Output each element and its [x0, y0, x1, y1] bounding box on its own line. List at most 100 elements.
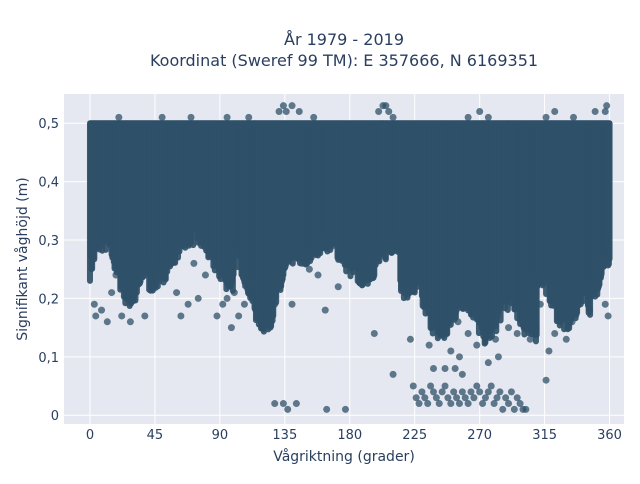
- y-axis-label: Signifikant våghöjd (m): [14, 177, 31, 340]
- data-point: [451, 365, 459, 373]
- data-point: [429, 365, 437, 373]
- data-point: [305, 265, 313, 273]
- data-point: [438, 388, 446, 396]
- data-point: [484, 388, 492, 396]
- x-axis-label: Vågriktning (grader): [273, 448, 415, 465]
- data-point: [580, 289, 588, 297]
- y-tick-label: 0: [51, 409, 59, 424]
- data-point: [487, 382, 495, 390]
- data-point: [219, 300, 227, 308]
- data-point: [493, 394, 501, 402]
- y-tick-label: 0,1: [38, 351, 59, 366]
- data-point: [542, 113, 550, 121]
- data-point: [441, 365, 449, 373]
- data-point: [209, 254, 217, 262]
- data-point: [382, 102, 390, 110]
- data-point: [223, 113, 231, 121]
- data-point: [115, 113, 123, 121]
- data-point: [98, 306, 106, 314]
- data-point: [591, 108, 599, 116]
- data-point: [136, 265, 144, 273]
- data-point: [467, 388, 475, 396]
- data-point: [513, 329, 521, 337]
- data-point: [265, 312, 273, 320]
- data-point: [424, 400, 432, 408]
- data-point: [516, 400, 524, 408]
- x-tick-labels: 0 45 90 135 180 225 270 315 360: [86, 428, 622, 443]
- data-point: [227, 324, 235, 332]
- data-point: [496, 388, 504, 396]
- data-point: [194, 294, 202, 302]
- x-tick-label: 360: [597, 428, 622, 443]
- data-point: [161, 254, 169, 262]
- data-point: [235, 312, 243, 320]
- data-point: [556, 312, 564, 320]
- data-point: [375, 108, 383, 116]
- y-tick-labels: 0 0,1 0,2 0,3 0,4 0,5: [38, 117, 59, 424]
- data-point: [406, 335, 414, 343]
- data-point: [505, 400, 513, 408]
- data-point: [421, 394, 429, 402]
- data-point: [490, 400, 498, 408]
- data-point: [585, 306, 593, 314]
- data-point: [279, 102, 287, 110]
- data-point: [275, 108, 283, 116]
- data-point: [479, 400, 487, 408]
- data-point: [470, 394, 478, 402]
- data-point: [464, 113, 472, 121]
- data-point: [155, 277, 163, 285]
- data-point: [432, 394, 440, 402]
- data-point: [177, 312, 185, 320]
- data-point: [513, 394, 521, 402]
- data-point: [604, 312, 612, 320]
- chart-title: År 1979 - 2019: [284, 30, 404, 49]
- data-point: [551, 108, 559, 116]
- data-point: [298, 259, 306, 267]
- data-point: [450, 388, 458, 396]
- data-point: [574, 294, 582, 302]
- data-point: [288, 102, 296, 110]
- data-point: [87, 230, 95, 238]
- data-point: [597, 271, 605, 279]
- x-tick-label: 90: [212, 428, 229, 443]
- data-point: [129, 294, 137, 302]
- data-point: [112, 271, 120, 279]
- data-point: [447, 400, 455, 408]
- data-point: [379, 248, 387, 256]
- x-tick-label: 0: [86, 428, 94, 443]
- data-point: [502, 394, 510, 402]
- data-point: [601, 300, 609, 308]
- data-point: [507, 388, 515, 396]
- data-point: [542, 376, 550, 384]
- data-point: [245, 113, 253, 121]
- data-point: [494, 353, 502, 361]
- data-point: [282, 259, 290, 267]
- data-point: [568, 318, 576, 326]
- data-point: [187, 113, 195, 121]
- y-tick-label: 0,4: [38, 176, 59, 191]
- data-point: [526, 335, 534, 343]
- data-point: [389, 370, 397, 378]
- chart-subtitle: Koordinat (Sweref 99 TM): E 357666, N 61…: [150, 51, 538, 70]
- data-point: [461, 394, 469, 402]
- x-tick-label: 135: [272, 428, 297, 443]
- data-point: [245, 283, 253, 291]
- data-point: [412, 394, 420, 402]
- data-point: [259, 294, 267, 302]
- data-point: [271, 300, 279, 308]
- data-point: [253, 306, 261, 314]
- data-point: [249, 277, 257, 285]
- data-point: [223, 294, 231, 302]
- data-point: [118, 312, 126, 320]
- data-point: [522, 405, 530, 413]
- data-point: [323, 405, 331, 413]
- data-point: [536, 300, 544, 308]
- data-point: [103, 318, 111, 326]
- data-point: [435, 400, 443, 408]
- data-point: [398, 265, 406, 273]
- data-point: [122, 283, 130, 291]
- data-point: [89, 254, 97, 262]
- data-point: [165, 248, 173, 256]
- data-point: [481, 324, 489, 332]
- data-point: [201, 271, 209, 279]
